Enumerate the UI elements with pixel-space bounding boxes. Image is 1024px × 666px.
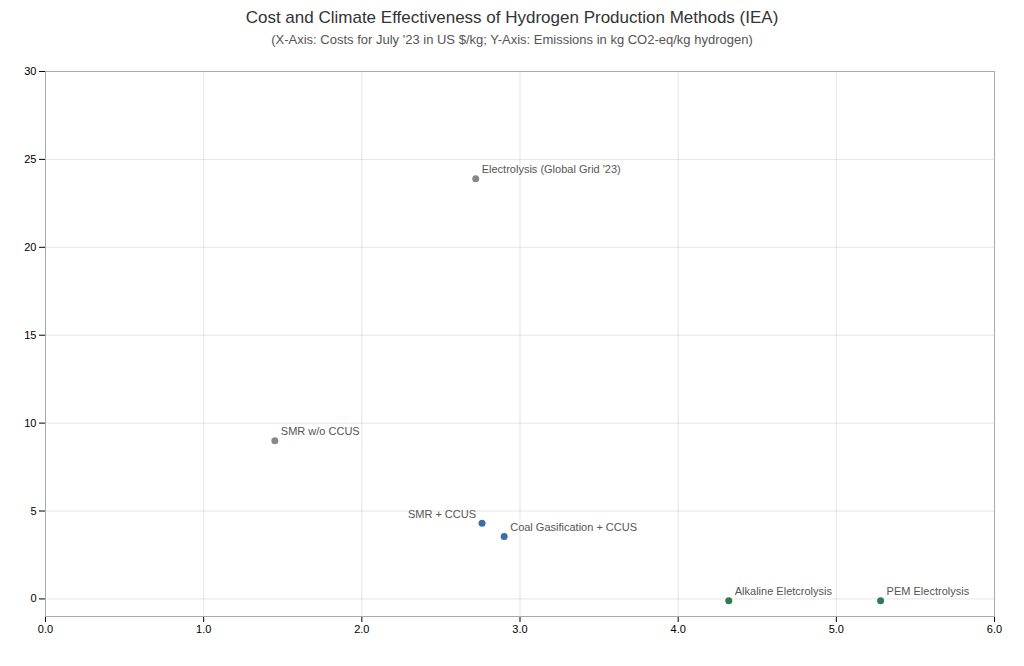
html-text:(X-Axis: Costs for July '23 in: (X-Axis: Costs for July '23 in US $/kg; …: [271, 32, 753, 47]
svg-text:3.0: 3.0: [512, 623, 527, 635]
svg-text:SMR w/o CCUS: SMR w/o CCUS: [281, 425, 360, 437]
svg-text:2.0: 2.0: [354, 623, 369, 635]
svg-text:15: 15: [24, 329, 36, 341]
svg-text:1.0: 1.0: [196, 623, 211, 635]
svg-text:4.0: 4.0: [671, 623, 686, 635]
svg-text:0: 0: [30, 592, 36, 604]
svg-text:6.0: 6.0: [987, 623, 1002, 635]
svg-text:20: 20: [24, 241, 36, 253]
svg-text:PEM Electrolysis: PEM Electrolysis: [887, 585, 970, 597]
svg-text:Electrolysis (Global Grid '23): Electrolysis (Global Grid '23): [482, 163, 621, 175]
svg-text:30: 30: [24, 65, 36, 77]
svg-text:Alkaline Eletcrolysis: Alkaline Eletcrolysis: [735, 585, 833, 597]
html-text:Cost and Climate Effectiveness: Cost and Climate Effectiveness of Hydrog…: [245, 8, 779, 27]
svg-text:10: 10: [24, 417, 36, 429]
svg-text:0.0: 0.0: [38, 623, 53, 635]
svg-text:Coal Gasification + CCUS: Coal Gasification + CCUS: [510, 521, 637, 533]
svg-text:5: 5: [30, 505, 36, 517]
svg-text:25: 25: [24, 153, 36, 165]
svg-text:5.0: 5.0: [829, 623, 844, 635]
svg-text:SMR + CCUS: SMR + CCUS: [408, 508, 476, 520]
